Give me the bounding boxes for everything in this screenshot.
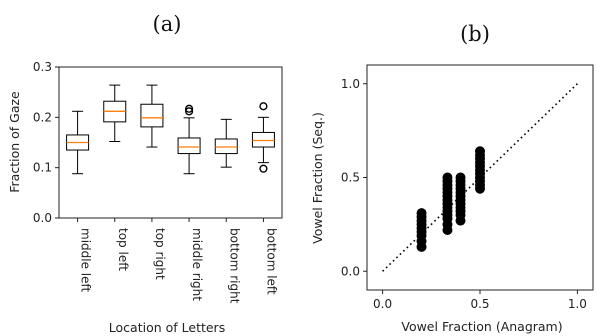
- panel-b-ytick-label: 0.0: [341, 264, 360, 278]
- panel-a-boxplot: 0.0 0.1 0.2 0.3 middle left top left top right…: [33, 60, 283, 304]
- panel-a-ytick-label: 0.1: [33, 161, 52, 175]
- scatter-point: [455, 172, 466, 183]
- scatter-point: [475, 146, 485, 157]
- panel-a-xtick-label: bottom left: [264, 228, 278, 295]
- panel-b-xtick-label: 0.5: [470, 297, 489, 311]
- panel-a-xtick-label: middle right: [190, 228, 204, 301]
- panel-b-scatter: 0.0 0.5 1.0 0.0 0.5 1.0: [341, 64, 594, 311]
- box-flier: [184, 107, 194, 116]
- panel-b-xtick-label: 0.0: [373, 297, 392, 311]
- panel-b-xlabel: Vowel Fraction (Anagram): [401, 319, 562, 334]
- panel-b-title: (b): [460, 22, 490, 46]
- scatter-point: [442, 172, 453, 183]
- panel-a-xtick-label: top left: [116, 228, 130, 271]
- panel-a-ytick-label: 0.3: [33, 60, 52, 74]
- box-iqr: [140, 103, 164, 128]
- scatter-point: [416, 208, 427, 219]
- panel-a-ytick-label: 0.2: [33, 110, 52, 124]
- panel-a-ytick-label: 0.0: [33, 211, 52, 225]
- panel-b-ytick-label: 0.5: [341, 171, 360, 185]
- panel-b-xtick-label: 1.0: [568, 297, 587, 311]
- panel-a-ylabel: Fraction of Gaze: [7, 91, 22, 193]
- panel-b-ylabel: Vowel Fraction (Seq.): [310, 112, 325, 244]
- panel-a-xtick-label: bottom right: [227, 228, 241, 304]
- panel-a-xtick-label: top right: [153, 228, 167, 280]
- box-flier: [259, 164, 268, 173]
- box-flier: [259, 102, 268, 111]
- box-iqr: [251, 131, 275, 148]
- box-flier: [184, 104, 194, 113]
- panel-b-ytick-label: 1.0: [341, 77, 360, 91]
- panel-a-xlabel: Location of Letters: [109, 320, 225, 335]
- panel-a-frame: [58, 66, 283, 219]
- box-iqr: [214, 138, 238, 155]
- panel-a-title: (a): [153, 12, 182, 36]
- box-iqr: [177, 137, 201, 155]
- panel-a-xtick-label: middle left: [79, 228, 93, 293]
